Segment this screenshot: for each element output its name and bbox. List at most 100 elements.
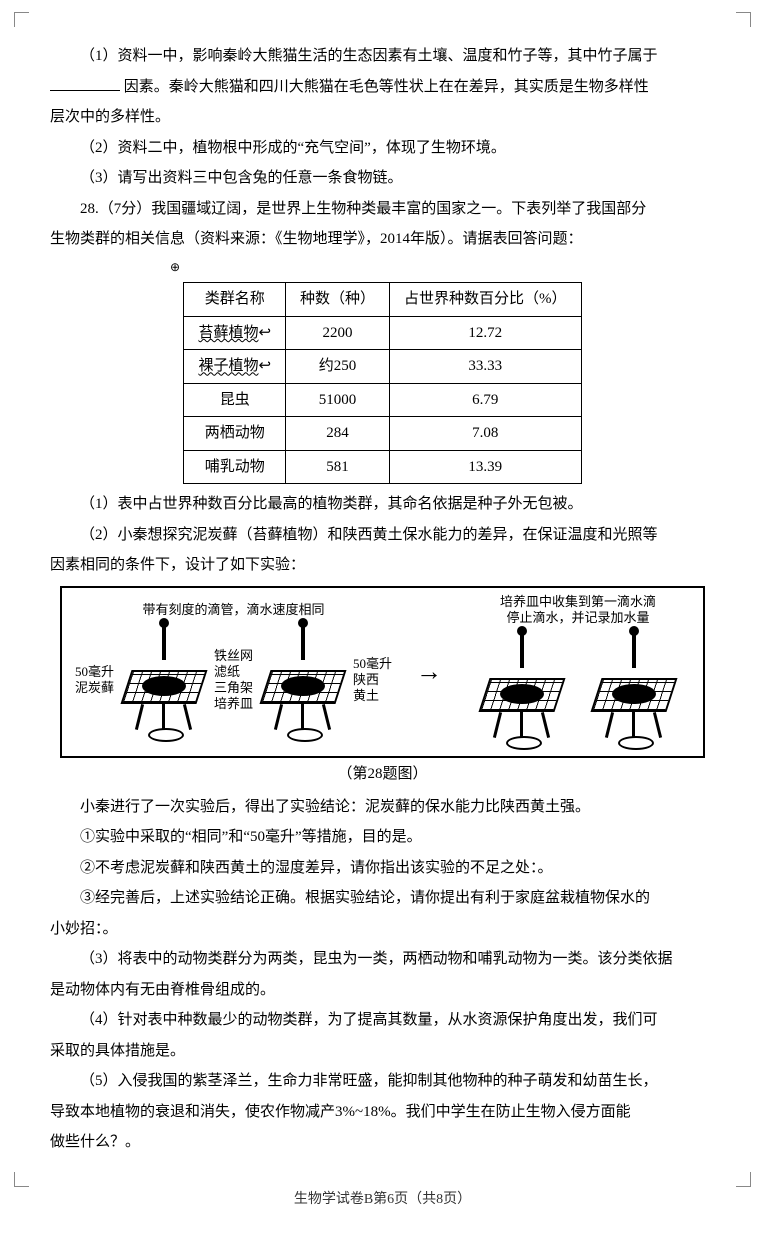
cell: 两栖动物 [184,417,286,451]
text: （1）表中占世界种数百分比最高的植物类群，其命名依据是种子外无包被。 [80,496,583,512]
text: （3）将表中的动物类群分为两类，昆虫为一类，两栖动物和哺乳动物为一类。该分类依据 [80,951,673,967]
diagram-right-caption1: 培养皿中收集到第一滴水滴 [500,594,656,610]
q28-4b: 采取的具体措施是。 [50,1037,715,1066]
setup-4 [588,626,680,750]
q28-stem-line1: 28.（7分）我国疆域辽阔，是世界上生物种类最丰富的国家之一。下表列举了我国部分 [50,195,715,224]
q27-1-line1: （1）资料一中，影响秦岭大熊猫生活的生态因素有土壤、温度和竹子等，其中竹子属于 [50,42,715,71]
cell: 2200 [286,316,390,350]
q27-3: （3）请写出资料三中包含兔的任意一条食物链。 [50,164,715,193]
q27-1-line2: 因素。秦岭大熊猫和四川大熊猫在毛色等性状上在在差异，其实质是生物多样性 [50,73,715,102]
exam-page: （1）资料一中，影响秦岭大熊猫生活的生态因素有土壤、温度和竹子等，其中竹子属于 … [0,0,765,1233]
table-header-row: 类群名称 种数（种） 占世界种数百分比（%） [184,283,581,317]
text: 28.（7分）我国疆域辽阔，是世界上生物种类最丰富的国家之一。下表列举了我国部分 [80,201,646,217]
cell: 昆虫 [184,383,286,417]
text: （5）入侵我国的紫茎泽兰，生命力非常旺盛，能抑制其他物种的种子萌发和幼苗生长， [80,1073,658,1089]
lbl-peat-moss: 泥炭藓 [75,680,114,696]
text: 做些什么？。 [50,1134,140,1150]
cell: 51000 [286,383,390,417]
q28-2d: ①实验中采取的“相同”和“50毫升”等措施，目的是。 [50,823,715,852]
q28-3a: （3）将表中的动物类群分为两类，昆虫为一类，两栖动物和哺乳动物为一类。该分类依据 [50,945,715,974]
cell: 裸子植物 [198,358,258,374]
corner-mark [736,1172,751,1187]
setup-1 [118,618,210,742]
diagram-right-caption2: 停止滴水，并记录加水量 [506,610,649,626]
th-col1: 类群名称 [184,283,286,317]
q28-2e: ②不考虑泥炭藓和陕西黄土的湿度差异，请你指出该实验的不足之处：。 [50,854,715,883]
text: ②不考虑泥炭藓和陕西黄土的湿度差异，请你指出该实验的不足之处：。 [80,860,553,876]
lbl-loess: 黄土 [353,688,392,704]
lbl-shaanxi: 陕西 [353,672,392,688]
corner-mark [14,12,29,27]
cell: 哺乳动物 [184,450,286,484]
text: 因素相同的条件下，设计了如下实验： [50,557,305,573]
q28-5b: 导致本地植物的衰退和消失，使农作物减产3%~18%。我们中学生在防止生物入侵方面… [50,1098,715,1127]
text: 小妙招：。 [50,921,118,937]
q28-stem-line2: 生物类群的相关信息（资料来源：《生物地理学》，2014年版）。请据表回答问题： [50,225,715,254]
lbl-50ml-left: 50毫升 [75,664,114,680]
arrow-icon: → [416,647,442,696]
text: （4）针对表中种数最少的动物类群，为了提高其数量，从水资源保护角度出发，我们可 [80,1012,658,1028]
th-col3: 占世界种数百分比（%） [390,283,582,317]
q27-1-line3: 层次中的多样性。 [50,103,715,132]
cell: 33.33 [390,350,582,384]
text: （3）请写出资料三中包含兔的任意一条食物链。 [80,170,403,186]
cell: 12.72 [390,316,582,350]
cell: 284 [286,417,390,451]
text: （1）资料一中，影响秦岭大熊猫生活的生态因素有土壤、温度和竹子等，其中竹子属于 [80,48,658,64]
species-table: 类群名称 种数（种） 占世界种数百分比（%） 苔藓植物↩ 2200 12.72 … [183,282,581,484]
setup-3 [476,626,568,750]
lbl-50ml-right: 50毫升 [353,656,392,672]
text: 是动物体内有无由脊椎骨组成的。 [50,982,275,998]
q28-5c: 做些什么？。 [50,1128,715,1157]
cell: 约250 [286,350,390,384]
q28-3b: 是动物体内有无由脊椎骨组成的。 [50,976,715,1005]
text: （2）资料二中，植物根中形成的“充气空间”，体现了生物环境。 [80,140,506,156]
lbl-tripod: 三角架 [214,680,253,696]
figure-caption: （第28题图） [50,760,715,789]
corner-mark [736,12,751,27]
lbl-petri-dish: 培养皿 [214,696,253,712]
text: ①实验中采取的“相同”和“50毫升”等措施，目的是。 [80,829,422,845]
text: 小秦进行了一次实验后，得出了实验结论：泥炭藓的保水能力比陕西黄土强。 [80,799,590,815]
text: ③经完善后，上述实验结论正确。根据实验结论，请你提出有利于家庭盆栽植物保水的 [80,890,650,906]
q28-4a: （4）针对表中种数最少的动物类群，为了提高其数量，从水资源保护角度出发，我们可 [50,1006,715,1035]
table-row: 哺乳动物 581 13.39 [184,450,581,484]
cell: 苔藓植物 [198,325,258,341]
q28-2a: （2）小秦想探究泥炭藓（苔藓植物）和陕西黄土保水能力的差异，在保证温度和光照等 [50,521,715,550]
lbl-wire-mesh: 铁丝网 [214,648,253,664]
table-row: 裸子植物↩ 约250 33.33 [184,350,581,384]
table-anchor-icon: ⊕ [170,256,715,279]
cell: 13.39 [390,450,582,484]
dropper-icon [159,618,169,660]
q28-5a: （5）入侵我国的紫茎泽兰，生命力非常旺盛，能抑制其他物种的种子萌发和幼苗生长， [50,1067,715,1096]
q28-2f1: ③经完善后，上述实验结论正确。根据实验结论，请你提出有利于家庭盆栽植物保水的 [50,884,715,913]
text: 因素。秦岭大熊猫和四川大熊猫在毛色等性状上在在差异，其实质是生物多样性 [124,79,649,95]
setup-2 [257,618,349,742]
text: 采取的具体措施是。 [50,1043,185,1059]
text: （2）小秦想探究泥炭藓（苔藓植物）和陕西黄土保水能力的差异，在保证温度和光照等 [80,527,658,543]
text: 导致本地植物的衰退和消失，使农作物减产3%~18%。我们中学生在防止生物入侵方面… [50,1104,631,1120]
q28-2f2: 小妙招：。 [50,915,715,944]
text: 层次中的多样性。 [50,109,170,125]
page-footer: 生物学试卷B第6页（共8页） [50,1187,715,1214]
diagram-right-panel: 培养皿中收集到第一滴水滴 停止滴水，并记录加水量 [466,594,690,751]
experiment-diagram: 带有刻度的滴管，滴水速度相同 50毫升 泥炭藓 铁丝网 滤纸 [60,586,705,759]
corner-mark [14,1172,29,1187]
q28-1: （1）表中占世界种数百分比最高的植物类群，其命名依据是种子外无包被。 [50,490,715,519]
dropper-icon [298,618,308,660]
dropper-icon [629,626,639,668]
q28-2c: 小秦进行了一次实验后，得出了实验结论：泥炭藓的保水能力比陕西黄土强。 [50,793,715,822]
q27-2: （2）资料二中，植物根中形成的“充气空间”，体现了生物环境。 [50,134,715,163]
lbl-filter-paper: 滤纸 [214,664,253,680]
blank-fill[interactable] [50,75,120,91]
table-row: 昆虫 51000 6.79 [184,383,581,417]
th-col2: 种数（种） [286,283,390,317]
text: 生物类群的相关信息（资料来源：《生物地理学》，2014年版）。请据表回答问题： [50,231,583,247]
dropper-icon [517,626,527,668]
diagram-left-caption: 带有刻度的滴管，滴水速度相同 [143,602,325,618]
diagram-left-panel: 带有刻度的滴管，滴水速度相同 50毫升 泥炭藓 铁丝网 滤纸 [75,602,392,742]
cell: 581 [286,450,390,484]
table-row: 苔藓植物↩ 2200 12.72 [184,316,581,350]
q28-2b: 因素相同的条件下，设计了如下实验： [50,551,715,580]
cell: 6.79 [390,383,582,417]
